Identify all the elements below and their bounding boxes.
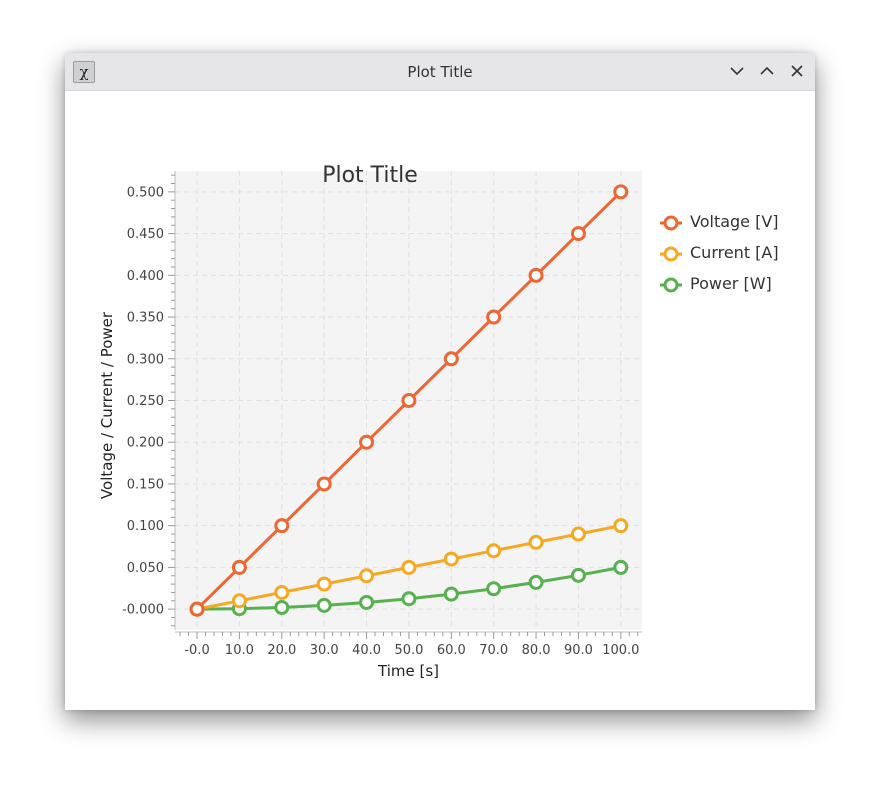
y-tick-label: 0.350 <box>127 311 164 326</box>
legend-marker-voltage <box>660 215 682 231</box>
y-tick-label: 0.150 <box>127 477 164 492</box>
x-tick-label: 50.0 <box>394 643 423 658</box>
x11-app-icon: χ <box>73 61 95 83</box>
y-tick-label: 0.450 <box>127 227 164 242</box>
title-bar[interactable]: χ Plot Title <box>65 53 815 91</box>
line-chart: -0.000 0.050 0.100 0.150 0.200 0.250 0.300 0.35… <box>98 171 642 680</box>
data-point-power <box>316 597 332 613</box>
plot-window: χ Plot Title -0.000 0.050 0.100 0.150 0.200 0… <box>65 53 815 710</box>
data-point-power <box>401 591 417 607</box>
data-point-voltage <box>316 476 332 492</box>
data-point-power <box>443 586 459 602</box>
maximize-button[interactable] <box>758 62 776 80</box>
data-point-current <box>401 559 417 575</box>
data-point-current <box>231 593 247 609</box>
data-point-voltage <box>189 601 205 617</box>
window-title: Plot Title <box>407 63 473 81</box>
x-tick-label: 20.0 <box>267 643 296 658</box>
data-point-current <box>359 568 375 584</box>
x-tick-label: 30.0 <box>310 643 339 658</box>
close-button[interactable] <box>788 62 806 80</box>
data-point-voltage <box>359 434 375 450</box>
data-point-voltage <box>231 559 247 575</box>
minimize-button[interactable] <box>728 62 746 80</box>
y-tick-label: 0.500 <box>127 185 164 200</box>
x-tick-label: 80.0 <box>522 643 551 658</box>
x-tick-label: 60.0 <box>437 643 466 658</box>
legend-marker-current <box>660 246 682 262</box>
data-point-power <box>613 559 629 575</box>
x-tick-label: 100.0 <box>602 643 639 658</box>
data-point-voltage <box>274 518 290 534</box>
data-point-current <box>443 551 459 567</box>
legend-label-power: Power [W] <box>690 274 772 293</box>
data-point-current <box>486 543 502 559</box>
y-axis-label: Voltage / Current / Power <box>98 311 116 499</box>
data-point-voltage <box>570 226 586 242</box>
maximize-icon <box>760 66 774 75</box>
x-tick-label: 90.0 <box>564 643 593 658</box>
close-icon <box>791 65 803 77</box>
data-point-power <box>528 574 544 590</box>
data-point-current <box>570 526 586 542</box>
data-point-power <box>570 567 586 583</box>
y-tick-label: 0.100 <box>127 519 164 534</box>
legend-marker-power <box>660 277 682 293</box>
data-point-current <box>528 534 544 550</box>
chart-title: Plot Title <box>322 163 418 188</box>
data-point-current <box>613 518 629 534</box>
data-point-voltage <box>613 184 629 200</box>
legend-label-voltage: Voltage [V] <box>690 212 779 231</box>
data-point-power <box>359 594 375 610</box>
data-point-current <box>274 584 290 600</box>
minimize-icon <box>730 67 744 76</box>
y-tick-label: 0.200 <box>127 436 164 451</box>
y-tick-label: -0.000 <box>122 603 164 618</box>
data-point-power <box>486 581 502 597</box>
y-tick-label: 0.300 <box>127 352 164 367</box>
y-tick-label: 0.250 <box>127 394 164 409</box>
data-point-voltage <box>443 351 459 367</box>
y-tick-label: 0.050 <box>127 561 164 576</box>
data-point-voltage <box>528 267 544 283</box>
chart-area: -0.000 0.050 0.100 0.150 0.200 0.250 0.300 0.35… <box>65 91 815 710</box>
x-axis-label: Time [s] <box>377 662 439 680</box>
data-point-voltage <box>401 393 417 408</box>
x-tick-label: 70.0 <box>479 643 508 658</box>
x-tick-label: -0.0 <box>184 643 209 658</box>
data-point-current <box>316 576 332 592</box>
x-tick-label: 10.0 <box>225 643 254 658</box>
x-tick-label: 40.0 <box>352 643 381 658</box>
data-point-voltage <box>486 309 502 325</box>
y-tick-label: 0.400 <box>127 269 164 284</box>
legend-label-current: Current [A] <box>690 243 779 262</box>
data-point-power <box>274 599 290 615</box>
